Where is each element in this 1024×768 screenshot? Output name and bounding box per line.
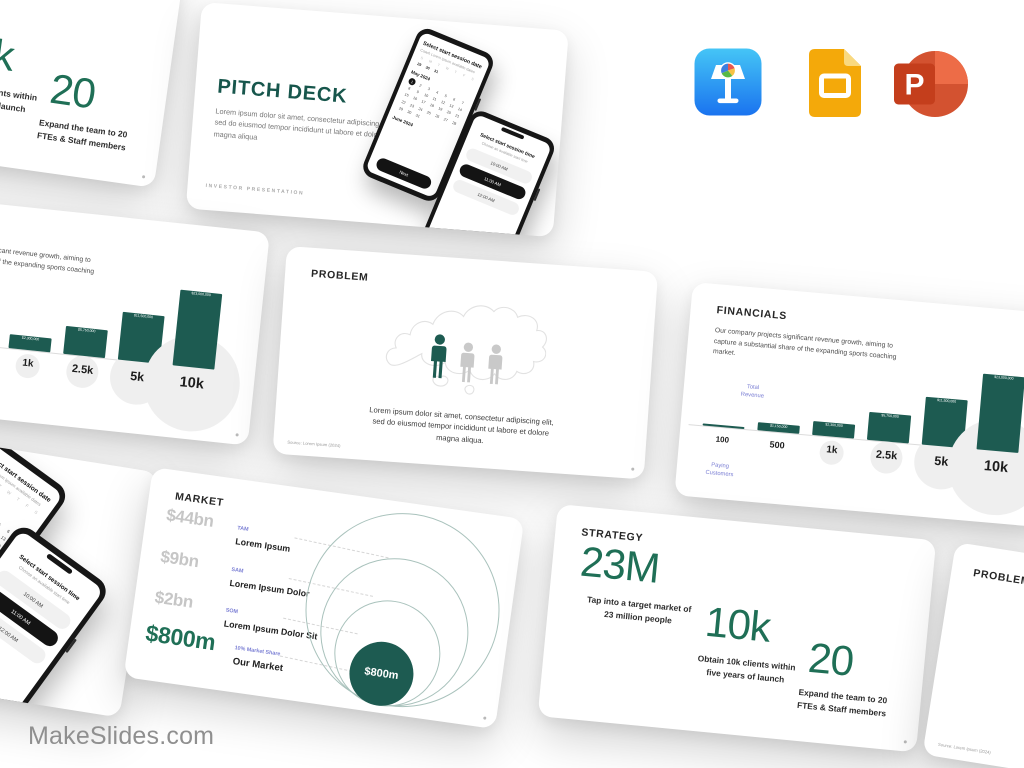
bar-value-label: $5,750,000 xyxy=(881,413,899,419)
bar-value-label: $2,300,000 xyxy=(825,423,843,429)
category-label: 1k xyxy=(825,444,838,457)
bar-column: $2,300,000 1k xyxy=(1,207,65,424)
slide-title: PROBLEM xyxy=(310,267,369,284)
person-icon xyxy=(456,340,479,387)
stat-value: 10k xyxy=(703,597,773,651)
tier-value: $800m xyxy=(144,619,218,656)
brand-logo[interactable]: MakeSlides.com xyxy=(28,722,215,750)
tier-value: $2bn xyxy=(153,587,195,612)
person-icon xyxy=(484,342,507,389)
tier-value: $44bn xyxy=(165,505,215,531)
stat-value: 20 xyxy=(47,64,99,118)
cover-footer: INVESTOR PRESENTATION xyxy=(205,182,305,197)
slide-title: PROBLEM xyxy=(972,567,1024,589)
bar-column: $23,000,000 10k xyxy=(138,224,245,441)
bar-column: $5,750,000 2.5k xyxy=(56,213,120,430)
slide-thumbnail-strategy-partial[interactable]: STRATEGY 23M Tap into a target market of… xyxy=(0,0,184,188)
revenue-bar: $5,750,000 xyxy=(866,411,912,444)
revenue-bar: $5,750,000 xyxy=(63,325,108,359)
page-number-dot xyxy=(903,740,907,744)
market-tier-row: $800m 10% Market Share Our Market xyxy=(144,619,284,674)
bar-value-label: $23,000,000 xyxy=(994,375,1014,381)
bar-column: $1,150,000 500 xyxy=(751,289,811,506)
bar-column: $2,300,000 1k xyxy=(806,294,866,511)
phone-notch xyxy=(500,126,525,140)
stat-value: 20 xyxy=(806,633,856,685)
revenue-bar: $1,150,000 xyxy=(757,422,800,434)
revenue-bar: $2,300,000 xyxy=(812,421,856,439)
bar-value-label: $1,150,000 xyxy=(769,424,788,430)
google-slides-icon xyxy=(809,49,861,117)
page-number-dot xyxy=(141,175,146,179)
bar-value-label: $11,500,000 xyxy=(133,313,154,320)
powerpoint-icon: P xyxy=(888,48,972,119)
tier-tag: SAM xyxy=(231,566,244,575)
page-number-dot xyxy=(235,433,239,437)
export-format-icons: P xyxy=(690,48,990,128)
category-label: 100 xyxy=(715,434,730,445)
next-button: Next xyxy=(374,156,434,191)
phone-notch xyxy=(45,553,74,575)
slide-thumbnail-strategy[interactable]: STRATEGY 23M Tap into a target market of… xyxy=(537,504,937,753)
stat-caption: Expand the team to 20 FTEs & Staff member… xyxy=(36,117,128,153)
slide-thumbnail-financials[interactable]: FINANCIALS Our company projects signific… xyxy=(674,282,1024,529)
revenue-bar: $23,000,000 xyxy=(976,373,1024,454)
slide-thumbnail-financials-partial[interactable]: FINANCIALS Our company projects signific… xyxy=(0,193,270,446)
bubble-label: $800m xyxy=(363,665,400,683)
stat-caption: Expand the team to 20 FTEs & Staff member… xyxy=(796,686,888,719)
market-tier-row: $44bn TAM Lorem Ipsum xyxy=(165,505,291,553)
bar-column: $23,000,000 10k xyxy=(944,308,1024,525)
stat-value: 10k xyxy=(0,24,17,80)
bar-value-label: $2,300,000 xyxy=(21,336,40,342)
stat-caption: Tap into a target market of 23 million pe… xyxy=(586,594,692,626)
source-note: Source: Lorem Ipsum (2024) xyxy=(287,439,341,449)
bar-column: $5,750,000 2.5k xyxy=(861,298,921,515)
category-label: 1k xyxy=(21,357,35,370)
stat-value: 23M xyxy=(578,537,662,592)
person-icon xyxy=(426,332,451,383)
tier-value: $9bn xyxy=(159,547,201,572)
slide-thumbnail-cover[interactable]: PITCH DECK Lorem ipsum dolor sit amet, c… xyxy=(185,2,569,238)
page-number-dot xyxy=(483,716,487,720)
bar-value-label: $23,000,000 xyxy=(191,291,211,298)
category-label: 500 xyxy=(769,439,786,451)
tier-tag: SOM xyxy=(225,607,239,616)
revenue-bar xyxy=(702,423,745,430)
market-tier-row: $9bn SAM Lorem Ipsum Dolor xyxy=(159,547,310,599)
market-tier-row: $2bn SOM Lorem Ipsum Dolor Sit xyxy=(153,587,318,642)
page-number-dot xyxy=(631,467,635,471)
slide-title: PITCH DECK xyxy=(216,75,349,108)
bar-value-label: $5,750,000 xyxy=(77,328,96,334)
slide-thumbnail-problem-partial[interactable]: PROBLEM Source: Lorem Ipsum (2024) xyxy=(922,542,1024,768)
keynote-icon xyxy=(694,48,762,116)
slide-title: MARKET xyxy=(174,490,225,510)
svg-text:P: P xyxy=(904,69,924,102)
tier-tag: TAM xyxy=(236,525,249,533)
bar-value-label: $11,500,000 xyxy=(936,398,957,404)
source-note: Source: Lorem Ipsum (2024) xyxy=(937,741,992,756)
tier-tag: 10% Market Share xyxy=(234,645,281,658)
revenue-bar: $2,300,000 xyxy=(8,334,52,353)
revenue-bar: $23,000,000 xyxy=(172,289,223,370)
phone-mockup-time: Select start session time Choose an avai… xyxy=(0,521,112,718)
slide-thumbnail-problem[interactable]: PROBLEM Lorem ipsum dolor sit amet, cons… xyxy=(272,246,659,480)
slide-thumbnail-market[interactable]: MARKET $44bn TAM Lorem Ipsum $9bn SAM Lo… xyxy=(123,467,525,730)
